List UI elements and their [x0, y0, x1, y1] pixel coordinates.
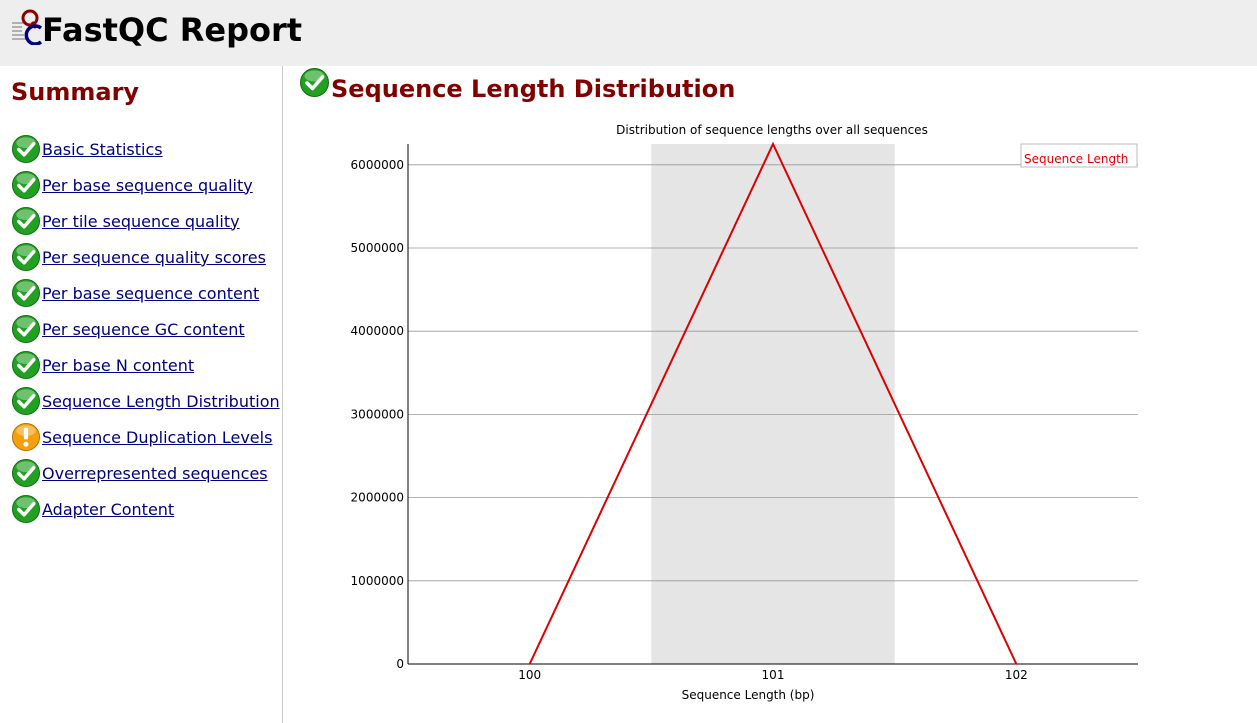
summary-link[interactable]: Per sequence quality scores	[42, 247, 266, 267]
summary-item: Overrepresented sequences	[11, 455, 280, 491]
pass-check-icon	[11, 386, 41, 416]
x-tick-label: 100	[518, 668, 541, 682]
summary-link[interactable]: Per base sequence content	[42, 283, 260, 303]
pass-check-icon	[11, 350, 41, 380]
y-tick-label: 6000000	[351, 158, 404, 172]
x-tick-label: 102	[1005, 668, 1028, 682]
data-point	[772, 143, 774, 145]
pass-check-icon	[11, 278, 41, 308]
sequence-length-chart: 0 1000000 2000000 3000000 4000000 5000000 6000…	[351, 123, 1138, 702]
summary-item: Adapter Content	[11, 491, 280, 527]
warning-icon	[11, 422, 41, 452]
summary-item: Per base N content	[11, 347, 280, 383]
report-title: FastQC Report	[42, 11, 303, 49]
pass-check-icon	[11, 314, 41, 344]
summary-sidebar: Summary Basic Statistics Per base sequenc…	[0, 66, 283, 723]
y-tick-label: 3000000	[351, 407, 404, 421]
summary-item: Per tile sequence quality	[11, 203, 280, 239]
summary-item: Per base sequence content	[11, 275, 280, 311]
summary-item: Sequence Duplication Levels	[11, 419, 280, 455]
data-point	[1015, 663, 1018, 665]
pass-check-icon	[11, 170, 41, 200]
x-tick-label: 101	[762, 668, 785, 682]
y-tick-label: 4000000	[351, 324, 404, 338]
pass-check-icon	[11, 458, 41, 488]
chart-title: Distribution of sequence lengths over al…	[616, 123, 928, 137]
summary-link[interactable]: Per tile sequence quality	[42, 211, 240, 231]
pass-check-icon	[11, 134, 41, 164]
summary-item: Per sequence quality scores	[11, 239, 280, 275]
report-header: FastQC Report	[0, 0, 1257, 66]
y-tick-label: 2000000	[351, 491, 404, 505]
summary-link[interactable]: Sequence Length Distribution	[42, 391, 280, 411]
summary-link[interactable]: Adapter Content	[42, 499, 175, 519]
highlight-band	[651, 144, 895, 664]
summary-link[interactable]: Per base N content	[42, 355, 195, 375]
legend-label: Sequence Length	[1024, 152, 1128, 166]
summary-item: Per base sequence quality	[11, 167, 280, 203]
pass-check-icon	[299, 67, 330, 98]
pass-check-icon	[11, 242, 41, 272]
pass-check-icon	[11, 206, 41, 236]
pass-check-icon	[11, 494, 41, 524]
summary-link[interactable]: Per sequence GC content	[42, 319, 245, 339]
legend-box	[1020, 143, 1138, 168]
module-title: Sequence Length Distribution	[331, 75, 736, 103]
y-tick-label: 5000000	[351, 241, 404, 255]
summary-item: Per sequence GC content	[11, 311, 280, 347]
data-point	[528, 663, 531, 665]
summary-list: Basic Statistics Per base sequence qualit…	[11, 131, 280, 527]
y-tick-label: 0	[396, 657, 404, 671]
x-axis-label: Sequence Length (bp)	[682, 688, 815, 702]
fastqc-logo-icon	[12, 9, 43, 45]
module-panel: 0 1000000 2000000 3000000 4000000 5000000 6000…	[283, 66, 1257, 723]
summary-heading: Summary	[11, 78, 140, 106]
summary-item: Basic Statistics	[11, 131, 280, 167]
summary-link[interactable]: Overrepresented sequences	[42, 463, 268, 483]
summary-link[interactable]: Sequence Duplication Levels	[42, 427, 273, 447]
summary-link[interactable]: Basic Statistics	[42, 139, 163, 159]
summary-link[interactable]: Per base sequence quality	[42, 175, 253, 195]
y-tick-label: 1000000	[351, 574, 404, 588]
summary-item: Sequence Length Distribution	[11, 383, 280, 419]
